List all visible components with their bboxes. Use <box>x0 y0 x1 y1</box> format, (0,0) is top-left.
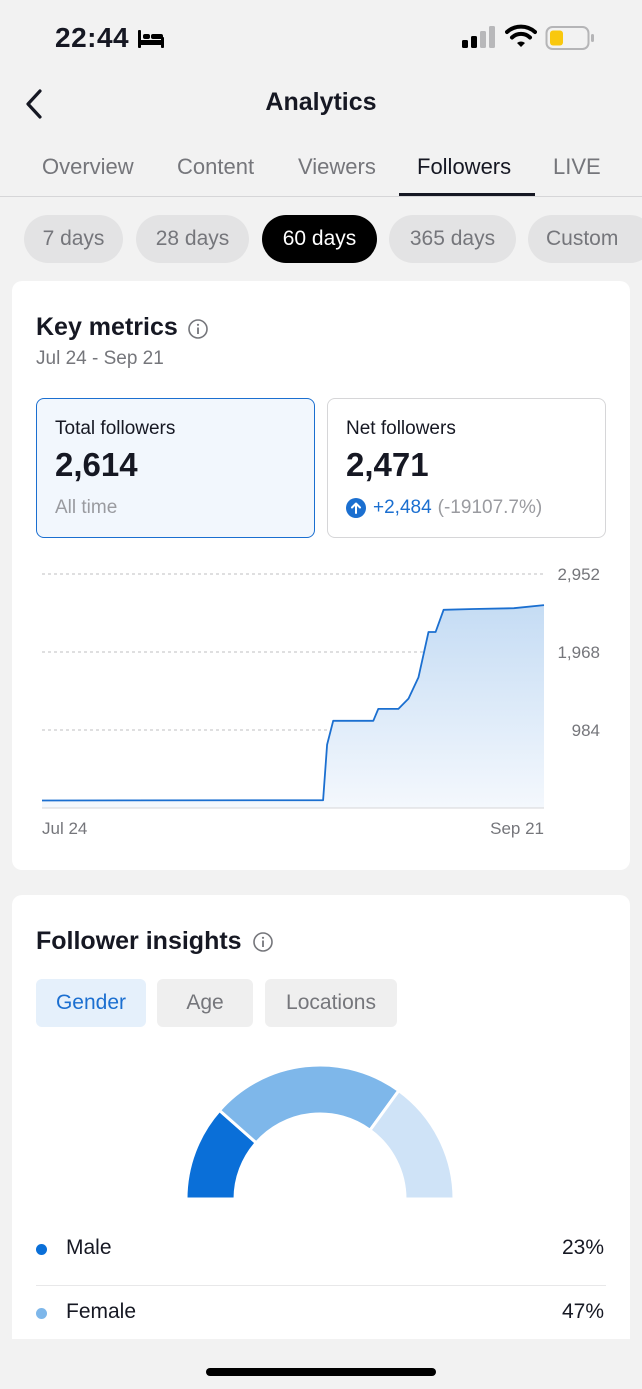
arrow-up-circle-icon <box>346 498 366 518</box>
chart-y-tick-label: 984 <box>572 721 600 740</box>
net-change-value: +2,484 <box>373 497 432 518</box>
followers-line-chart: 2,952 1,968 984 Jul 24 Sep 21 <box>41 565 600 838</box>
chart-y-tick-label: 2,952 <box>557 565 600 584</box>
chart-x-tick-label: Sep 21 <box>490 819 544 838</box>
legend-label: Female <box>66 1300 137 1323</box>
period-7-days[interactable]: 7 days <box>24 215 123 263</box>
legend-row-female: Female 47% <box>36 1287 606 1349</box>
follower-insights-card: Follower insights Gender Age Locations M… <box>12 895 630 1339</box>
info-icon[interactable] <box>252 931 274 953</box>
legend-dot <box>36 1308 47 1319</box>
status-time: 22:44 <box>55 22 130 53</box>
legend-value: 23% <box>561 1236 604 1259</box>
period-28-days[interactable]: 28 days <box>136 215 249 263</box>
total-followers-period: All time <box>55 497 118 518</box>
page-title: Analytics <box>265 88 377 116</box>
legend-value: 47% <box>561 1300 604 1323</box>
tab-followers[interactable]: Followers <box>417 154 512 179</box>
date-range: Jul 24 - Sep 21 <box>36 348 164 369</box>
active-tab-indicator <box>399 193 535 196</box>
total-followers-label: Total followers <box>55 418 176 439</box>
chart-x-tick-label: Jul 24 <box>42 819 87 838</box>
divider <box>36 1285 606 1286</box>
legend-label: Male <box>66 1236 112 1259</box>
net-followers-label: Net followers <box>346 418 456 439</box>
back-arrow-icon[interactable] <box>18 86 52 122</box>
home-indicator[interactable] <box>206 1368 436 1376</box>
period-custom[interactable]: Custom <box>528 215 642 263</box>
legend-dot <box>36 1244 47 1255</box>
insights-tab-locations[interactable]: Locations <box>265 979 397 1027</box>
follower-insights-title: Follower insights <box>36 927 242 955</box>
insights-tab-gender[interactable]: Gender <box>36 979 146 1027</box>
tab-live[interactable]: LIVE <box>553 154 601 179</box>
insights-tab-age[interactable]: Age <box>157 979 253 1027</box>
total-followers-value: 2,614 <box>55 446 138 483</box>
total-followers-box[interactable]: Total followers 2,614 All time <box>36 398 315 538</box>
net-followers-box[interactable]: Net followers 2,471 +2,484 (-19107.7%) <box>327 398 606 538</box>
info-icon[interactable] <box>187 318 209 340</box>
analytics-tabs: Overview Content Viewers Followers LIVE <box>0 142 642 197</box>
period-60-days[interactable]: 60 days <box>262 215 377 263</box>
net-followers-change: +2,484 (-19107.7%) <box>346 497 542 519</box>
chart-area-fill <box>42 605 544 808</box>
wifi-icon <box>505 24 537 47</box>
tab-viewers[interactable]: Viewers <box>298 154 376 179</box>
period-365-days[interactable]: 365 days <box>389 215 516 263</box>
gender-donut-chart <box>184 1063 456 1201</box>
sleep-focus-icon <box>138 30 164 48</box>
status-bar: 22:44 <box>0 0 642 76</box>
battery-low-icon <box>545 26 594 50</box>
cellular-signal-icon <box>462 26 495 48</box>
tab-content[interactable]: Content <box>177 154 255 179</box>
legend-row-male: Male 23% <box>36 1223 606 1286</box>
donut-segment-other <box>367 1088 456 1201</box>
key-metrics-title: Key metrics <box>36 313 178 341</box>
chart-y-tick-label: 1,968 <box>557 643 600 662</box>
tab-overview[interactable]: Overview <box>42 154 134 179</box>
chart-series-line <box>41 604 545 802</box>
net-change-percent: (-19107.7%) <box>437 497 543 518</box>
key-metrics-card: Key metrics Jul 24 - Sep 21 Total follow… <box>12 281 630 870</box>
net-followers-value: 2,471 <box>346 446 429 483</box>
